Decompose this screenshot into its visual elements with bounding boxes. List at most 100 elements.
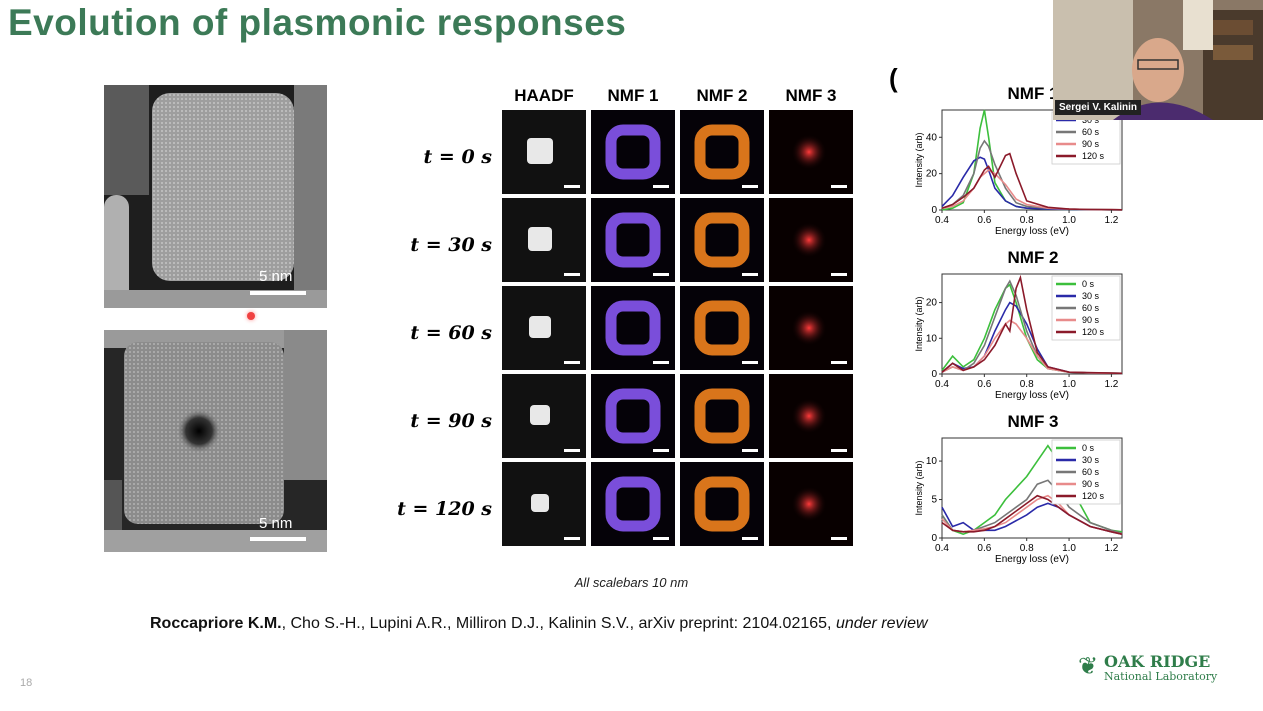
column-header-nmf1: NMF 1 bbox=[607, 86, 659, 105]
stem-scalebar bbox=[250, 537, 306, 541]
legend-label: 60 s bbox=[1082, 127, 1100, 137]
y-tick-label: 20 bbox=[926, 298, 938, 309]
x-tick-label: 0.4 bbox=[935, 215, 949, 226]
plot-title-nmf3: NMF 3 bbox=[1007, 412, 1059, 431]
legend-label: 60 s bbox=[1082, 303, 1100, 313]
nmf-map-tile bbox=[680, 198, 764, 282]
series-line bbox=[941, 444, 1123, 536]
y-axis-label: Intensity (arb) bbox=[914, 460, 924, 515]
row-label-t90: t = 90 s bbox=[410, 410, 492, 432]
plot-title-nmf2: NMF 2 bbox=[1007, 248, 1059, 267]
nmf-map-tile bbox=[769, 110, 853, 194]
x-axis-label: Energy loss (eV) bbox=[995, 226, 1069, 237]
citation-authors: , Cho S.-H., Lupini A.R., Milliron D.J.,… bbox=[281, 615, 836, 632]
panel-letter-fragment: ( bbox=[889, 63, 898, 93]
x-tick-label: 0.8 bbox=[1020, 379, 1034, 390]
nmf-map-tile bbox=[769, 374, 853, 458]
figure-caption: All scalebars 10 nm bbox=[574, 575, 689, 590]
stem-scalebar bbox=[250, 291, 306, 295]
leaf-icon: ❦ bbox=[1078, 652, 1099, 680]
logo-line1: OAK RIDGE bbox=[1104, 652, 1211, 671]
y-tick-label: 0 bbox=[931, 205, 937, 216]
laser-pointer-dot bbox=[247, 312, 255, 320]
nmf3-spectrum-chart: 0.4 0.6 0.8 1.0 1.2 0 5 10 Energy loss (eV) Inten… bbox=[914, 437, 1123, 565]
column-header-nmf2: NMF 2 bbox=[696, 86, 748, 105]
slide-title: Evolution of plasmonic responses bbox=[8, 2, 627, 43]
logo-line2: National Laboratory bbox=[1104, 670, 1218, 683]
nmf1-spectrum-chart: 0.4 0.6 0.8 1.0 1.2 0 20 40 Energy loss (eV) Inte… bbox=[914, 109, 1123, 237]
legend-label: 90 s bbox=[1082, 315, 1100, 325]
y-tick-label: 10 bbox=[926, 456, 938, 467]
x-tick-label: 0.4 bbox=[935, 379, 949, 390]
nmf-map-tile bbox=[680, 286, 764, 370]
nmf-map-tile bbox=[591, 286, 675, 370]
y-tick-label: 10 bbox=[926, 333, 938, 344]
legend-label: 30 s bbox=[1082, 115, 1100, 125]
x-tick-label: 0.6 bbox=[977, 379, 991, 390]
x-tick-label: 1.0 bbox=[1062, 215, 1076, 226]
nmf-map-tile bbox=[502, 462, 586, 546]
row-label-t120: t = 120 s bbox=[397, 498, 492, 520]
citation-lead-author: Roccapriore K.M. bbox=[150, 615, 282, 632]
stem-image-top: 5 nm bbox=[104, 85, 327, 308]
nmf-map-tile bbox=[769, 286, 853, 370]
legend-label: 120 s bbox=[1082, 151, 1105, 161]
y-axis-label: Intensity (arb) bbox=[914, 132, 924, 187]
citation: Roccapriore K.M., Cho S.-H., Lupini A.R.… bbox=[150, 615, 928, 633]
legend-label: 120 s bbox=[1082, 491, 1105, 501]
row-label-t30: t = 30 s bbox=[410, 234, 492, 256]
x-tick-label: 1.2 bbox=[1104, 215, 1118, 226]
y-tick-label: 40 bbox=[926, 132, 938, 143]
stem-scalebar-label: 5 nm bbox=[259, 515, 293, 532]
webcam-name-label: Sergei V. Kalinin bbox=[1055, 100, 1141, 115]
x-tick-label: 0.4 bbox=[935, 543, 949, 554]
nmf-map-tile bbox=[591, 374, 675, 458]
x-tick-label: 0.6 bbox=[977, 215, 991, 226]
nmf-map-tile bbox=[502, 110, 586, 194]
nmf-map-tile bbox=[502, 198, 586, 282]
legend-label: 120 s bbox=[1082, 327, 1105, 337]
nmf-map-tile bbox=[769, 198, 853, 282]
row-label-t60: t = 60 s bbox=[410, 322, 492, 344]
x-axis-label: Energy loss (eV) bbox=[995, 554, 1069, 565]
nmf-map-tile bbox=[591, 110, 675, 194]
legend-label: 90 s bbox=[1082, 139, 1100, 149]
column-header-haadf: HAADF bbox=[514, 86, 574, 105]
nmf-map-tile bbox=[769, 462, 853, 546]
y-axis-label: Intensity (arb) bbox=[914, 296, 924, 351]
nmf-map-tile bbox=[591, 198, 675, 282]
citation-status: under review bbox=[835, 615, 928, 632]
x-tick-label: 1.0 bbox=[1062, 379, 1076, 390]
nmf2-spectrum-chart: 0.4 0.6 0.8 1.0 1.2 0 10 20 Energy loss (eV) Inte… bbox=[914, 273, 1123, 401]
plot-title-nmf1: NMF 1 bbox=[1007, 84, 1059, 103]
nmf-map-tile bbox=[680, 110, 764, 194]
nmf-map-tile bbox=[591, 462, 675, 546]
series-line bbox=[941, 494, 1123, 535]
webcam-feed: Sergei V. Kalinin bbox=[1053, 0, 1263, 120]
legend-label: 60 s bbox=[1082, 467, 1100, 477]
series-line bbox=[941, 274, 1123, 375]
x-tick-label: 1.0 bbox=[1062, 543, 1076, 554]
stem-image-bottom: 5 nm bbox=[104, 330, 327, 552]
y-tick-label: 0 bbox=[931, 369, 937, 380]
nmf-map-tile bbox=[502, 374, 586, 458]
y-tick-label: 5 bbox=[931, 495, 937, 506]
row-label-t0: t = 0 s bbox=[423, 146, 492, 168]
x-tick-label: 0.6 bbox=[977, 543, 991, 554]
y-tick-label: 0 bbox=[931, 533, 937, 544]
x-tick-label: 1.2 bbox=[1104, 379, 1118, 390]
stem-scalebar-label: 5 nm bbox=[259, 268, 293, 285]
legend-label: 30 s bbox=[1082, 291, 1100, 301]
legend-label: 90 s bbox=[1082, 479, 1100, 489]
legend-label: 0 s bbox=[1082, 279, 1095, 289]
nmf-map-tile bbox=[680, 374, 764, 458]
x-tick-label: 1.2 bbox=[1104, 543, 1118, 554]
column-header-nmf3: NMF 3 bbox=[785, 86, 837, 105]
nmf-map-tile bbox=[680, 462, 764, 546]
legend-label: 0 s bbox=[1082, 443, 1095, 453]
nmf-map-tile bbox=[502, 286, 586, 370]
x-axis-label: Energy loss (eV) bbox=[995, 390, 1069, 401]
y-tick-label: 20 bbox=[926, 169, 938, 180]
page-number: 18 bbox=[20, 677, 33, 689]
x-tick-label: 0.8 bbox=[1020, 543, 1034, 554]
